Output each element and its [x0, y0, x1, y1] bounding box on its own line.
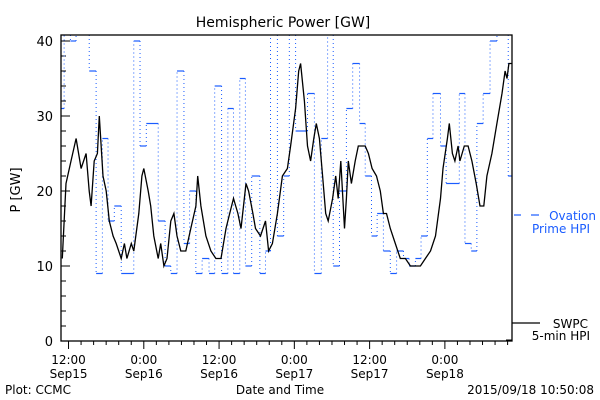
x-tick-label-date: Sep18 [426, 367, 464, 381]
x-tick-label-date: Sep17 [351, 367, 389, 381]
x-tick-label-time: 12:00 [51, 353, 86, 367]
plot-series [61, 35, 512, 275]
legend-ovation-line2: Prime HPI [532, 222, 590, 236]
x-tick-label-date: Sep16 [125, 367, 163, 381]
x-tick-label-time: 12:00 [202, 353, 237, 367]
chart-title: Hemispheric Power [GW] [196, 15, 371, 31]
x-tick-label-date: Sep15 [50, 367, 88, 381]
plot-credit: Plot: CCMC [5, 383, 71, 397]
y-tick-label: 20 [36, 185, 53, 200]
x-tick-label-time: 0:00 [431, 353, 458, 367]
x-tick-label-time: 0:00 [130, 353, 157, 367]
legend-swpc-line2: 5-min HPI [532, 329, 590, 343]
x-axis-label: Date and Time [236, 383, 324, 397]
legend-ovation-line1: Ovation [549, 209, 596, 223]
x-tick-label-time: 0:00 [281, 353, 308, 367]
x-tick-label-date: Sep16 [200, 367, 238, 381]
y-tick-label: 10 [36, 260, 53, 275]
y-tick-label: 40 [36, 35, 53, 50]
legend-swpc-line1: SWPC [553, 317, 588, 331]
y-axis-label: P [GW] [9, 167, 24, 212]
x-axis-ticks: 12:00Sep150:00Sep1612:00Sep160:00Sep1712… [50, 341, 509, 381]
plot-timestamp: 2015/09/18 10:50:08 [467, 383, 594, 397]
x-tick-label-time: 12:00 [352, 353, 387, 367]
y-tick-label: 0 [45, 335, 53, 350]
legend: Ovation Prime HPI SWPC 5-min HPI [512, 209, 596, 343]
swpc-line [61, 62, 512, 269]
y-axis-ticks: 0 10 20 30 40 [36, 35, 512, 350]
x-tick-label-date: Sep17 [275, 367, 313, 381]
plot-frame [60, 34, 513, 342]
y-tick-label: 30 [36, 110, 53, 125]
